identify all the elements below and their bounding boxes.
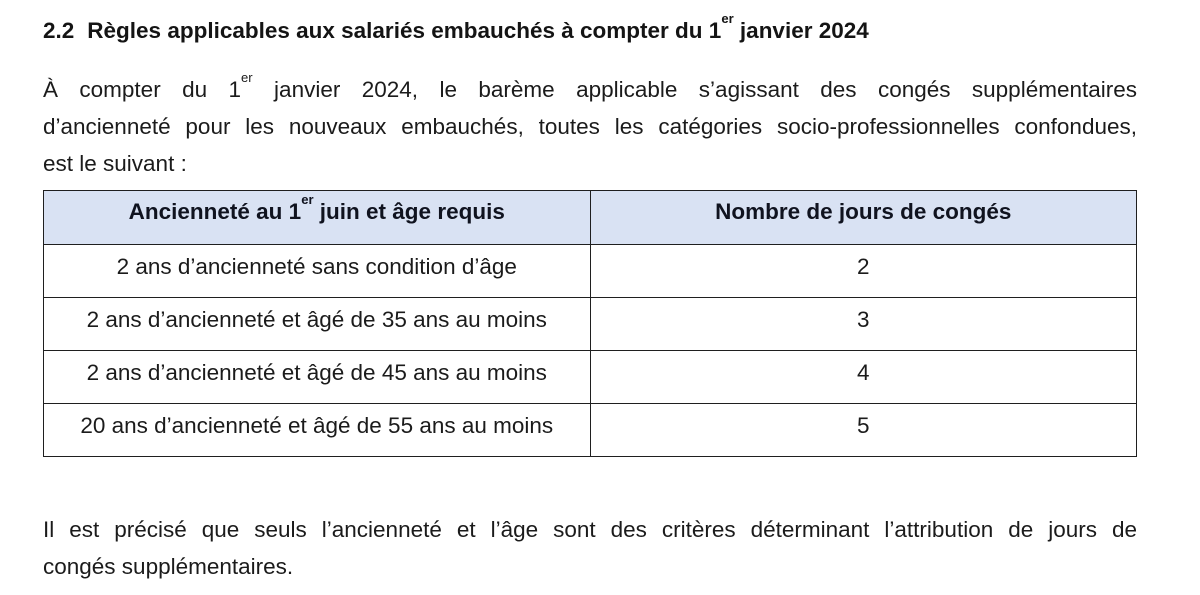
row-criteria-cell: 20 ans d’ancienneté et âgé de 55 ans au … [43, 403, 591, 457]
section-title-tail: janvier 2024 [733, 18, 869, 43]
table-header: Ancienneté au 1er juin et âge requis Nom… [43, 190, 1137, 245]
table-row: 2 ans d’ancienneté et âgé de 45 ans au m… [43, 350, 1137, 404]
header-cell-seniority-tail: juin et âge requis [313, 199, 505, 224]
row-days-cell: 5 [589, 403, 1137, 457]
section-heading: 2.2 Règles applicables aux salariés embau… [43, 12, 1137, 46]
table-row: 2 ans d’ancienneté et âgé de 35 ans au m… [43, 297, 1137, 351]
closing-line-2: congés supplémentaires. [43, 554, 294, 579]
section-title-superscript: er [721, 10, 734, 26]
table-header-row: Ancienneté au 1er juin et âge requis Nom… [43, 190, 1137, 245]
intro-line-3: est le suivant : [43, 151, 187, 176]
row-days-cell: 3 [589, 297, 1137, 351]
intro-line-1-superscript: er [241, 69, 253, 85]
intro-line-1-tail: janvier 2024, le barème applicable s’agi… [252, 77, 1137, 102]
header-cell-seniority: Ancienneté au 1er juin et âge requis [43, 190, 591, 245]
section-title: Règles applicables aux salariés embauché… [87, 12, 869, 43]
intro-paragraph: À compter du 1er janvier 2024, le barème… [43, 71, 1137, 182]
closing-line-1: Il est précisé que seuls l’ancienneté et… [43, 517, 1137, 542]
table-row: 2 ans d’ancienneté sans condition d’âge … [43, 244, 1137, 298]
header-cell-seniority-superscript: er [301, 191, 314, 207]
row-criteria-cell: 2 ans d’ancienneté sans condition d’âge [43, 244, 591, 298]
row-criteria-cell: 2 ans d’ancienneté et âgé de 45 ans au m… [43, 350, 591, 404]
table-body: 2 ans d’ancienneté sans condition d’âge … [43, 244, 1137, 457]
intro-line-2: d’ancienneté pour les nouveaux embauchés… [43, 114, 1137, 139]
row-days-cell: 2 [589, 244, 1137, 298]
intro-line-1-text: À compter du 1 [43, 77, 242, 102]
intro-line-1: À compter du 1er janvier 2024, le barème… [43, 71, 1137, 108]
section-number: 2.2 [43, 18, 75, 43]
seniority-leave-table: Ancienneté au 1er juin et âge requis Nom… [43, 190, 1137, 457]
header-cell-seniority-text: Ancienneté au 1 [128, 199, 302, 224]
row-criteria-cell: 2 ans d’ancienneté et âgé de 35 ans au m… [43, 297, 591, 351]
closing-paragraph: Il est précisé que seuls l’ancienneté et… [43, 511, 1137, 585]
row-days-cell: 4 [589, 350, 1137, 404]
header-cell-days: Nombre de jours de congés [589, 190, 1137, 245]
section-title-text: Règles applicables aux salariés embauché… [87, 18, 722, 43]
table-row: 20 ans d’ancienneté et âgé de 55 ans au … [43, 403, 1137, 457]
